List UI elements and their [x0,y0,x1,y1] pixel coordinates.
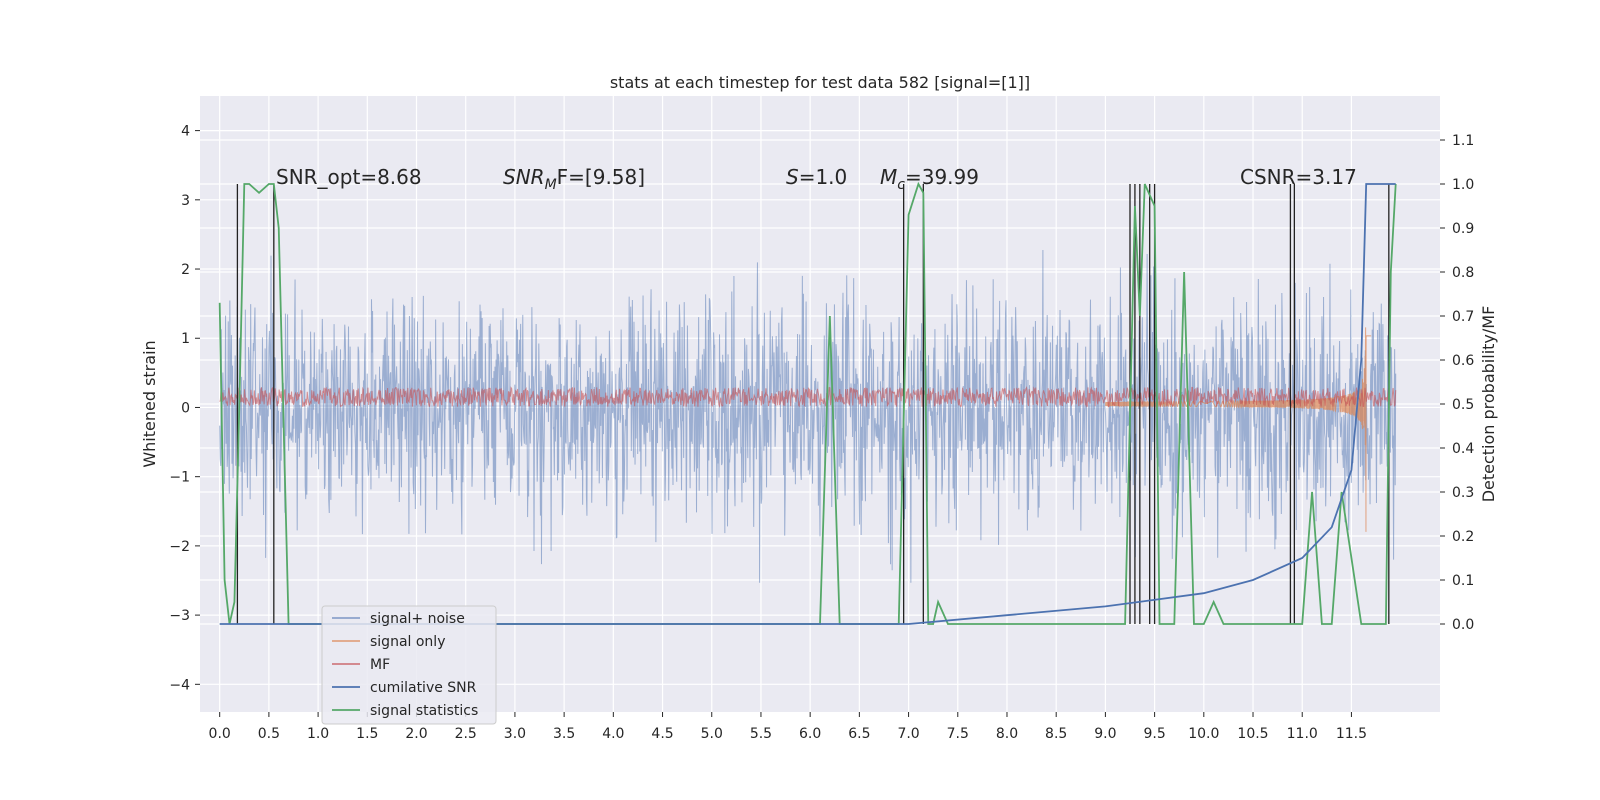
y2-tick-label: 0.6 [1452,353,1474,369]
x-tick-label: 1.5 [356,726,378,742]
y-tick-label: 3 [181,193,190,209]
legend: signal+ noise signal only MF cumilative SNR… [321,605,497,725]
x-tick-label: 7.0 [897,726,919,742]
legend-entry: signal statistics [370,703,478,719]
cumulative-snr-line [219,183,1396,625]
signal-noise-series [219,249,1397,583]
y-tick-label: 2 [181,262,190,278]
x-tick-label: 8.0 [996,726,1018,742]
x-tick-label: 3.5 [553,726,575,742]
annotation-4: Mc=39.99 [880,165,979,193]
y-axis-ticks: 4 3 2 1 0 −1 −2 −3 −4 [169,124,200,693]
x-tick-label: 11.5 [1336,726,1367,742]
x-tick-label: 10.0 [1188,726,1219,742]
mf-series [219,386,1397,409]
mf-line [219,386,1397,409]
x-tick-label: 3.0 [504,726,526,742]
y-tick-label: −2 [169,539,190,555]
y2-tick-label: 0.8 [1452,265,1474,281]
cumulative-snr-series [219,183,1396,625]
y2-tick-label: 0.0 [1452,617,1474,633]
x-tick-label: 4.0 [602,726,624,742]
y2-tick-label: 1.0 [1452,177,1474,193]
chart-title: stats at each timestep for test data 582… [610,73,1030,92]
signal-noise-line [219,249,1397,583]
y2-tick-label: 0.3 [1452,485,1474,501]
x-tick-label: 2.5 [455,726,477,742]
legend-box [321,605,497,725]
legend-entry: signal only [370,634,445,650]
annotations: SNR_opt=8.68 SNRMF=[9.58] S=1.0 Mc=39.99 CSN… [276,165,1357,193]
y-tick-label: −1 [169,470,190,486]
x-tick-label: 2.0 [405,726,427,742]
x-tick-label: 5.5 [750,726,772,742]
y2-tick-label: 1.1 [1452,133,1474,149]
x-tick-label: 7.5 [947,726,969,742]
y-axis-label: Whitened strain [140,340,159,467]
legend-entry: signal+ noise [370,611,465,627]
x-tick-label: 6.0 [799,726,821,742]
y-tick-label: −3 [169,608,190,624]
signal-statistics-line [218,181,1397,625]
x-tick-label: 5.0 [701,726,723,742]
y-tick-label: 0 [181,400,190,416]
y2-axis-ticks: 1.1 1.0 0.9 0.8 0.7 0.6 0.5 0.4 0.3 0.2 0.1 0.0 [1440,133,1474,633]
y-tick-label: −4 [169,677,190,693]
x-axis-ticks: 0.0 0.5 1.0 1.5 2.0 2.5 3.0 3.5 4.0 4.5 5.0 5.5 6.0 6… [209,712,1367,742]
y2-tick-label: 0.4 [1452,441,1474,457]
x-tick-label: 4.5 [651,726,673,742]
x-tick-label: 6.5 [848,726,870,742]
y2-axis-label: Detection probability/MF [1479,306,1498,503]
annotation-5: CSNR=3.17 [1240,165,1357,189]
x-tick-label: 1.0 [307,726,329,742]
x-tick-label: 11.0 [1287,726,1318,742]
x-tick-label: 8.5 [1045,726,1067,742]
legend-entry: cumilative SNR [370,680,477,696]
y-tick-label: 4 [181,124,190,140]
y2-tick-label: 0.5 [1452,397,1474,413]
y2-tick-label: 0.2 [1452,529,1474,545]
y-tick-label: 1 [181,331,190,347]
annotation-2: SNRMF=[9.58] [503,165,645,193]
y2-tick-label: 0.1 [1452,573,1474,589]
x-tick-label: 0.0 [209,726,231,742]
legend-entry: MF [370,657,390,673]
x-tick-label: 9.5 [1143,726,1165,742]
x-tick-label: 0.5 [258,726,280,742]
signal-statistics-series [218,181,1397,625]
annotation-3: S=1.0 [786,165,847,189]
y2-tick-label: 0.9 [1452,221,1474,237]
annotation-1: SNR_opt=8.68 [276,165,422,189]
y2-tick-label: 0.7 [1452,309,1474,325]
x-tick-label: 9.0 [1094,726,1116,742]
x-tick-label: 10.5 [1237,726,1268,742]
